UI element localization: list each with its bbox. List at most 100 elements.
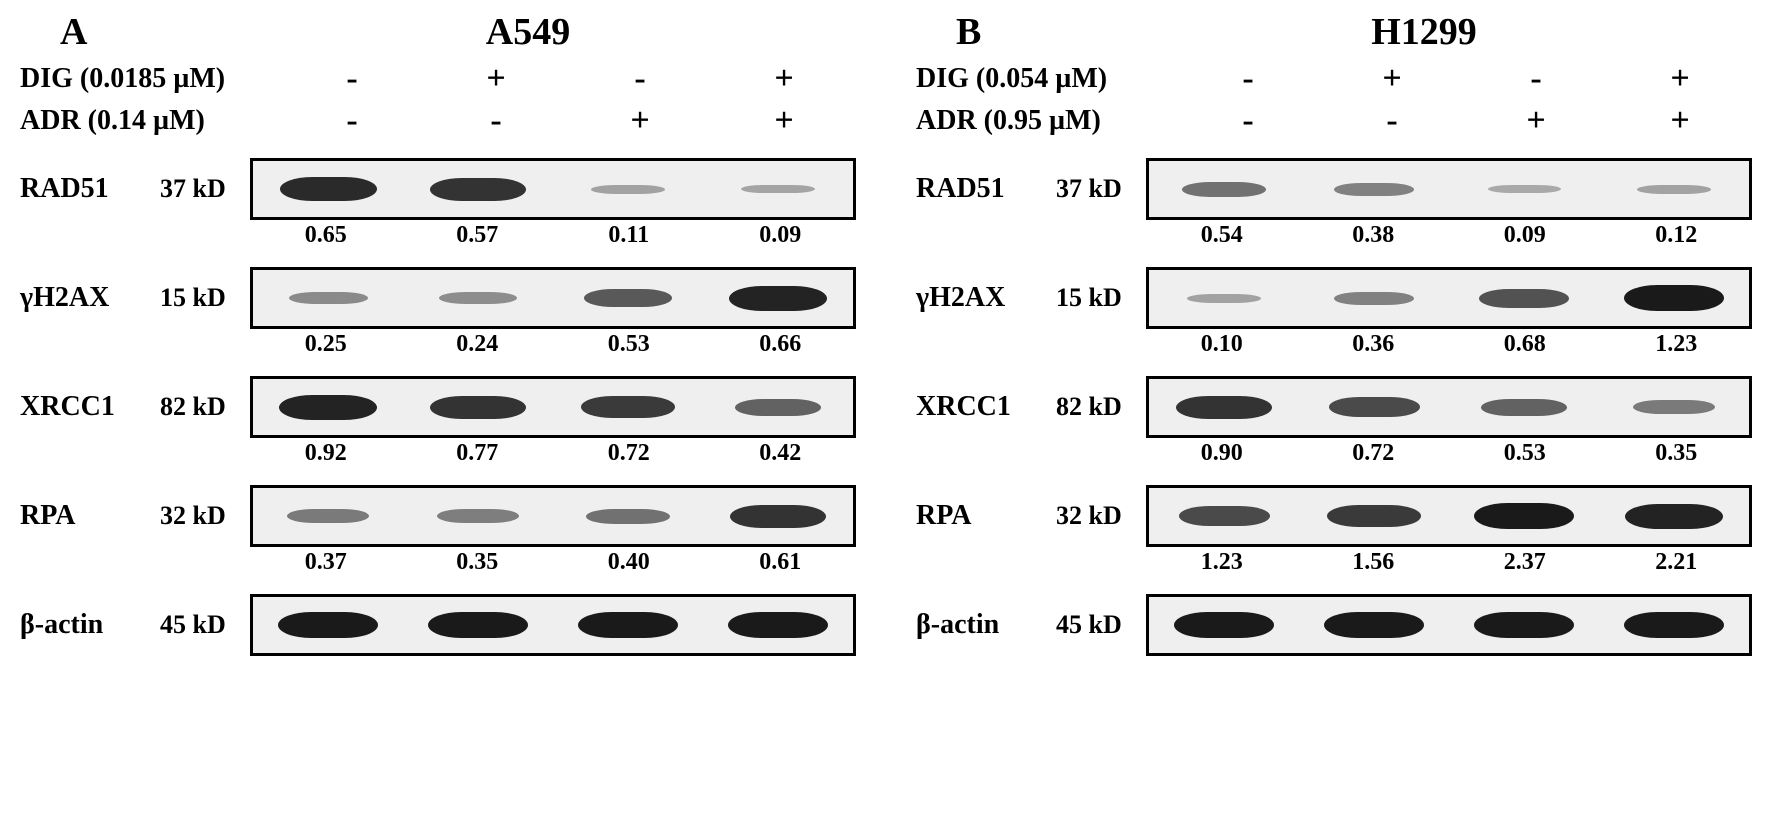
band: [439, 292, 517, 304]
blot-lane: [1599, 161, 1749, 217]
blot-image: [1146, 158, 1752, 220]
blot-lane: [403, 597, 553, 653]
blot-row: XRCC182 kD: [916, 376, 1752, 438]
spacer: [20, 222, 250, 249]
blot-row: RPA32 kD: [20, 485, 856, 547]
band: [1624, 612, 1724, 638]
quant-lanes: 0.920.770.720.42: [250, 440, 856, 467]
panel-b: B H1299 DIG (0.054 µM) - + - + ADR (0.95…: [916, 10, 1752, 656]
blot-lane: [703, 161, 853, 217]
quant-row: 0.920.770.720.42: [20, 440, 856, 467]
panel-b-letter: B: [916, 10, 1156, 54]
blot-lane: [1449, 270, 1599, 326]
band: [1324, 612, 1424, 638]
molecular-weight: 32 kD: [1056, 501, 1146, 531]
band: [584, 289, 672, 307]
quant-value: 2.37: [1449, 549, 1601, 576]
molecular-weight: 15 kD: [160, 283, 250, 313]
band: [289, 292, 368, 304]
blot-block: RAD5137 kD0.650.570.110.09: [20, 158, 856, 249]
blot-lane: [1299, 270, 1449, 326]
quant-value: 0.54: [1146, 222, 1298, 249]
quant-row: 0.650.570.110.09: [20, 222, 856, 249]
molecular-weight: 15 kD: [1056, 283, 1146, 313]
panel-b-treatment-adr: ADR (0.95 µM) - - + +: [916, 102, 1752, 140]
blot-block: XRCC182 kD0.900.720.530.35: [916, 376, 1752, 467]
blot-lane: [553, 270, 703, 326]
band: [1624, 285, 1724, 311]
molecular-weight: 82 kD: [1056, 392, 1146, 422]
band: [437, 509, 518, 523]
blot-row: RPA32 kD: [916, 485, 1752, 547]
panel-b-blots: RAD5137 kD0.540.380.090.12γH2AX15 kD0.10…: [916, 158, 1752, 656]
quant-value: 0.53: [1449, 440, 1601, 467]
protein-name: RPA: [916, 500, 1056, 532]
band: [1334, 292, 1415, 305]
panel-a-adr-symbols: - - + +: [280, 102, 856, 140]
quant-value: 0.09: [1449, 222, 1601, 249]
quant-lanes: 0.100.360.681.23: [1146, 331, 1752, 358]
band: [581, 396, 675, 418]
quant-lanes: 0.250.240.530.66: [250, 331, 856, 358]
blot-lane: [1149, 270, 1299, 326]
quant-value: 0.57: [402, 222, 554, 249]
treatment-symbol: +: [712, 102, 856, 140]
band: [1625, 504, 1724, 529]
band: [1633, 400, 1715, 414]
quant-lanes: 0.650.570.110.09: [250, 222, 856, 249]
blot-lane: [403, 379, 553, 435]
figure-container: A A549 DIG (0.0185 µM) - + - + ADR (0.14…: [20, 10, 1752, 656]
blot-lane: [253, 597, 403, 653]
blot-block: RPA32 kD1.231.562.372.21: [916, 485, 1752, 576]
blot-image: [250, 158, 856, 220]
blot-lane: [1149, 379, 1299, 435]
treatment-symbol: -: [1176, 102, 1320, 140]
molecular-weight: 45 kD: [1056, 610, 1146, 640]
panel-a-blots: RAD5137 kD0.650.570.110.09 γH2AX15 kD0.25…: [20, 158, 856, 656]
blot-lane: [1149, 488, 1299, 544]
band: [430, 396, 526, 419]
quant-lanes: 1.231.562.372.21: [1146, 549, 1752, 576]
quant-row: 1.231.562.372.21: [916, 549, 1752, 576]
quant-row: 0.370.350.400.61: [20, 549, 856, 576]
molecular-weight: 82 kD: [160, 392, 250, 422]
quant-value: 0.90: [1146, 440, 1298, 467]
blot-lane: [553, 161, 703, 217]
treatment-symbol: +: [568, 102, 712, 140]
treatment-symbol: +: [1464, 102, 1608, 140]
band: [591, 185, 666, 194]
molecular-weight: 37 kD: [160, 174, 250, 204]
blot-row: γH2AX15 kD: [916, 267, 1752, 329]
band: [741, 185, 815, 194]
blot-row: RAD5137 kD: [20, 158, 856, 220]
panel-b-dig-symbols: - + - +: [1176, 60, 1752, 98]
quant-value: 0.35: [1601, 440, 1753, 467]
blot-row: β-actin45 kD: [20, 594, 856, 656]
protein-name: γH2AX: [20, 282, 160, 314]
treatment-symbol: -: [1320, 102, 1464, 140]
quant-value: 0.12: [1601, 222, 1753, 249]
quant-value: 0.68: [1449, 331, 1601, 358]
band: [730, 505, 826, 528]
panel-a: A A549 DIG (0.0185 µM) - + - + ADR (0.14…: [20, 10, 856, 656]
treatment-symbol: +: [712, 60, 856, 98]
band: [1187, 294, 1262, 303]
blot-lane: [1299, 161, 1449, 217]
blot-block: β-actin45 kD: [20, 594, 856, 656]
protein-name: RPA: [20, 500, 160, 532]
blot-lane: [703, 270, 853, 326]
quant-row: 0.100.360.681.23: [916, 331, 1752, 358]
spacer: [20, 331, 250, 358]
blot-image: [250, 485, 856, 547]
quant-value: 0.42: [705, 440, 857, 467]
blot-block: β-actin45 kD: [916, 594, 1752, 656]
blot-image: [1146, 485, 1752, 547]
quant-value: 0.36: [1298, 331, 1450, 358]
blot-lane: [1299, 597, 1449, 653]
blot-lane: [1449, 597, 1599, 653]
blot-lane: [553, 488, 703, 544]
treatment-symbol: -: [280, 60, 424, 98]
quant-value: 1.56: [1298, 549, 1450, 576]
quant-value: 0.65: [250, 222, 402, 249]
blot-block: γH2AX15 kD0.250.240.530.66: [20, 267, 856, 358]
